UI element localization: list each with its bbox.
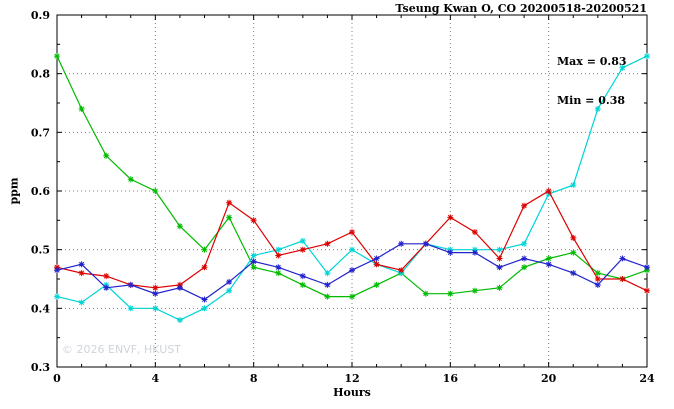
svg-text:0.7: 0.7 <box>31 126 50 139</box>
svg-text:0.6: 0.6 <box>31 185 50 198</box>
svg-text:0.3: 0.3 <box>31 361 50 374</box>
svg-text:8: 8 <box>250 372 258 385</box>
svg-text:0.4: 0.4 <box>31 302 50 315</box>
x-axis-label: Hours <box>333 386 371 399</box>
svg-text:0.9: 0.9 <box>31 9 50 22</box>
svg-text:12: 12 <box>344 372 359 385</box>
watermark: © 2026 ENVF, HKUST <box>62 343 181 356</box>
chart-title: Tseung Kwan O, CO 20200518-20200521 <box>395 2 647 15</box>
max-annotation: Max = 0.83 <box>557 55 627 68</box>
svg-text:0.5: 0.5 <box>31 244 50 257</box>
svg-text:0.8: 0.8 <box>31 68 50 81</box>
min-annotation: Min = 0.38 <box>557 94 626 107</box>
svg-text:16: 16 <box>443 372 459 385</box>
svg-text:4: 4 <box>152 372 160 385</box>
svg-text:20: 20 <box>541 372 557 385</box>
y-axis-label: ppm <box>7 177 21 205</box>
svg-text:24: 24 <box>639 372 655 385</box>
stats-annotation: Max = 0.83 Min = 0.38 <box>557 29 627 133</box>
svg-text:0: 0 <box>53 372 61 385</box>
